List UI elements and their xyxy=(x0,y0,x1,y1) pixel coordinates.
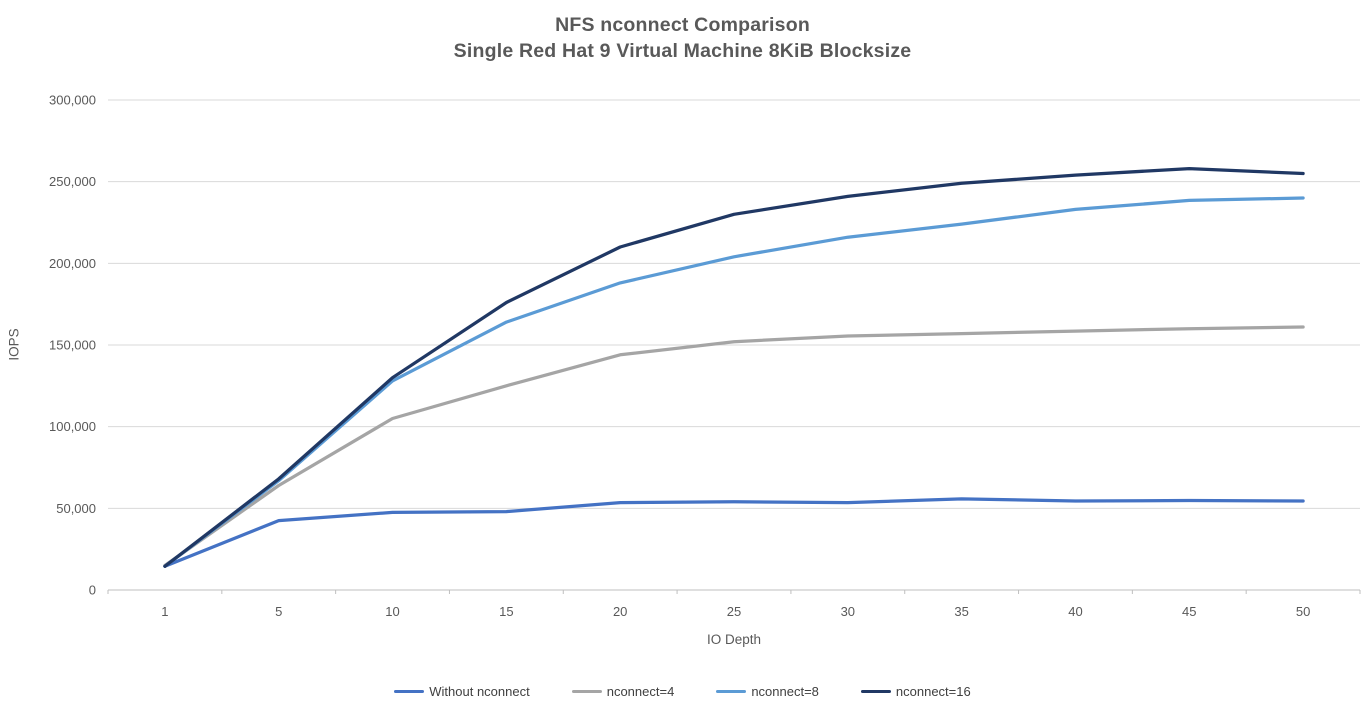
x-tick-label: 15 xyxy=(499,604,513,619)
chart-title-line2: Single Red Hat 9 Virtual Machine 8KiB Bl… xyxy=(453,40,912,62)
legend-label: nconnect=8 xyxy=(751,684,819,699)
y-tick-label: 0 xyxy=(89,583,96,598)
x-tick-label: 10 xyxy=(385,604,399,619)
x-tick-label: 35 xyxy=(954,604,968,619)
x-tick-label: 30 xyxy=(841,604,855,619)
series-line-nconnect-16 xyxy=(163,166,1305,568)
x-tick-label: 25 xyxy=(727,604,741,619)
chart-title-line1: NFS nconnect Comparison xyxy=(555,14,810,36)
x-tick-label: 20 xyxy=(613,604,627,619)
legend-line-swatch-icon xyxy=(571,689,602,694)
y-axis-title: IOPS xyxy=(6,328,22,361)
legend-line-swatch-icon xyxy=(716,689,747,694)
x-tick-label: 40 xyxy=(1068,604,1082,619)
legend-item-without-nconnect: Without nconnect xyxy=(394,684,530,699)
y-tick-label: 100,000 xyxy=(49,419,96,434)
x-tick-label: 1 xyxy=(161,604,168,619)
y-tick-label: 200,000 xyxy=(49,256,96,271)
series-line-nconnect-4 xyxy=(163,325,1305,568)
chart-legend: Without nconnect nconnect=4 nconnect=8 n… xyxy=(0,684,1365,699)
legend-item-nconnect-4: nconnect=4 xyxy=(571,684,675,699)
legend-label: Without nconnect xyxy=(429,684,530,699)
y-tick-label: 250,000 xyxy=(49,174,96,189)
x-tick-label: 45 xyxy=(1182,604,1196,619)
legend-label: nconnect=16 xyxy=(895,684,971,699)
y-tick-label: 50,000 xyxy=(56,501,96,516)
series-line-without-nconnect xyxy=(163,497,1305,568)
legend-label: nconnect=4 xyxy=(606,684,675,699)
y-tick-label: 300,000 xyxy=(49,93,96,108)
x-tick-label: 5 xyxy=(275,604,282,619)
legend-line-swatch-icon xyxy=(394,689,425,694)
x-axis-title: IO Depth xyxy=(706,632,762,647)
legend-item-nconnect-8: nconnect=8 xyxy=(716,684,819,699)
x-tick-label: 50 xyxy=(1296,604,1310,619)
legend-item-nconnect-16: nconnect=16 xyxy=(860,684,971,699)
chart-title: NFS nconnect Comparison Single Red Hat 9… xyxy=(0,12,1365,64)
series-line-nconnect-8 xyxy=(163,196,1305,568)
legend-line-swatch-icon xyxy=(860,689,891,694)
y-tick-label: 150,000 xyxy=(49,338,96,353)
